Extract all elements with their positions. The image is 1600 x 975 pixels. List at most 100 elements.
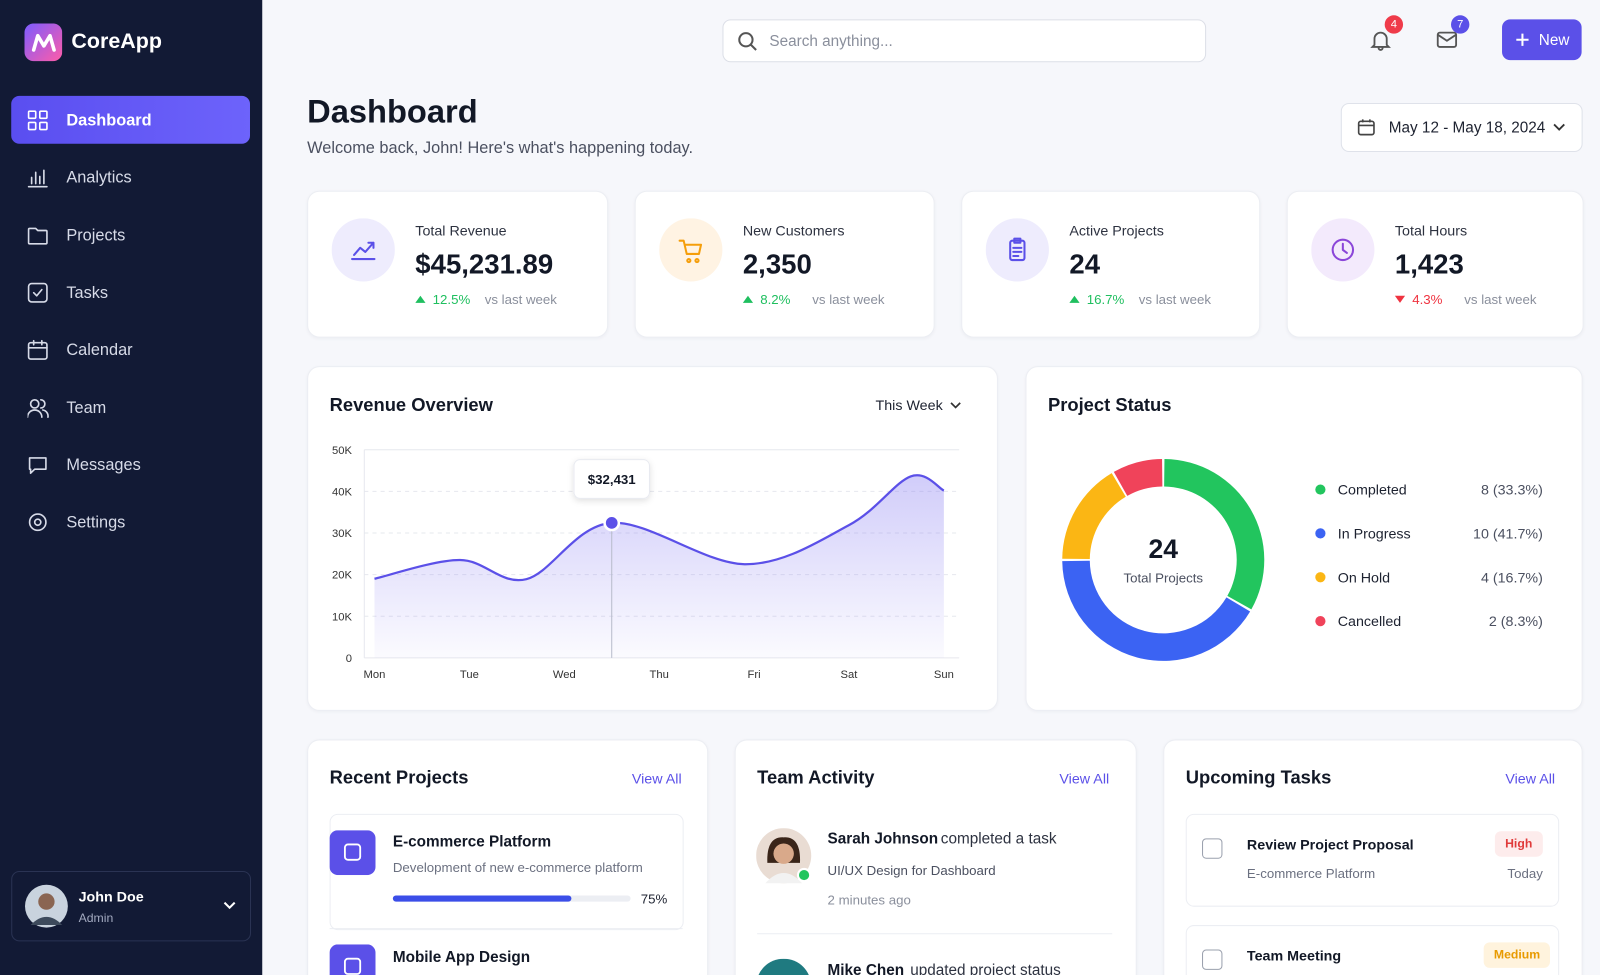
stat-change: 16.7% — [1086, 291, 1125, 307]
date-picker[interactable]: May 12 - May 18, 2024 — [1340, 103, 1583, 152]
y-tick-label: 50K — [332, 445, 352, 457]
message-badge: 7 — [1451, 15, 1470, 34]
stat-value: 1,423 — [1394, 248, 1464, 280]
legend-label: On Hold — [1338, 570, 1390, 586]
nav-item[interactable]: Analytics — [11, 153, 250, 201]
x-tick-label: Sat — [841, 669, 859, 681]
view-all-link[interactable]: View All — [631, 770, 682, 787]
nav-icon — [27, 227, 48, 245]
nav-label: Analytics — [66, 169, 132, 187]
legend-value: 8 (33.3%) — [1481, 483, 1543, 499]
nav-item[interactable]: Dashboard — [11, 95, 250, 144]
nav-item[interactable]: Projects — [11, 211, 250, 259]
legend-value: 2 (8.3%) — [1489, 614, 1543, 630]
avatar — [24, 884, 68, 928]
stat-card: Total Revenue $45,231.89 12.5% vs last week — [307, 190, 609, 338]
nav-item[interactable]: Tasks — [11, 268, 250, 316]
nav-icon — [28, 513, 47, 532]
project-box — [329, 813, 684, 931]
chart-title: Revenue Overview — [329, 394, 493, 416]
nav-icon — [28, 456, 47, 474]
activity-action: completed a task — [940, 830, 1057, 848]
nav-label: Messages — [66, 456, 141, 475]
tooltip — [573, 459, 650, 499]
chevron — [1553, 123, 1565, 131]
stat-label: Total Hours — [1394, 222, 1468, 239]
task-checkbox[interactable] — [1202, 838, 1223, 859]
area — [374, 475, 944, 658]
trend-arrow — [415, 295, 426, 303]
user-name: John Doe — [78, 888, 144, 905]
stat-note: vs last week — [1464, 291, 1537, 307]
chevron — [223, 901, 236, 910]
trend-arrow — [1394, 295, 1406, 303]
stat-icon — [985, 218, 1049, 282]
search-placeholder: Search anything... — [769, 32, 893, 50]
mail-icon[interactable] — [1436, 30, 1458, 50]
new-button[interactable]: New — [1502, 19, 1582, 61]
card-title: Recent Projects — [329, 766, 469, 788]
task-title: Review Project Proposal — [1246, 836, 1414, 853]
divider — [329, 928, 683, 930]
legend-value: 4 (16.7%) — [1481, 570, 1543, 586]
stat-value: 2,350 — [742, 248, 812, 280]
activity-name: Mike Chen — [827, 961, 905, 975]
y-tick-label: 40K — [332, 486, 352, 498]
page-subtitle: Welcome back, John! Here's what's happen… — [307, 139, 694, 158]
legend-dot — [1315, 572, 1326, 583]
project-icon — [329, 944, 376, 975]
stat-value: 24 — [1069, 248, 1101, 280]
legend-label: In Progress — [1338, 527, 1411, 543]
x-tick-label: Thu — [650, 669, 669, 681]
task-checkbox[interactable] — [1202, 949, 1223, 970]
progress-label: 75% — [640, 891, 668, 907]
donut-segment — [1164, 458, 1265, 610]
project-name: E-commerce Platform — [392, 833, 552, 851]
nav-label: Projects — [66, 227, 126, 245]
avatar — [758, 958, 809, 975]
tooltip-label: $32,431 — [588, 472, 636, 487]
activity-time: 2 minutes ago — [827, 892, 911, 908]
nav-item[interactable]: Team — [11, 383, 250, 431]
y-tick-label: 10K — [332, 611, 352, 623]
chevron — [950, 402, 961, 409]
priority-badge: Medium — [1483, 942, 1551, 968]
task-box — [1185, 925, 1560, 975]
nav-icon — [27, 340, 48, 361]
nav-item[interactable]: Settings — [11, 498, 250, 546]
view-all-link[interactable]: View All — [1059, 770, 1110, 787]
x-tick-label: Wed — [553, 669, 576, 681]
bell-icon[interactable] — [1369, 29, 1391, 51]
task-due: Today — [1507, 865, 1543, 882]
view-all-link[interactable]: View All — [1505, 770, 1556, 787]
card-title: Upcoming Tasks — [1185, 766, 1332, 788]
search-box[interactable]: Search anything... — [722, 19, 1207, 63]
task-title: Team Meeting — [1246, 947, 1342, 964]
activity-name: Sarah Johnson — [827, 830, 939, 848]
stat-icon — [659, 218, 723, 282]
nav-item[interactable]: Messages — [11, 440, 250, 488]
user-card[interactable]: John Doe Admin — [11, 870, 252, 942]
chart-title: Project Status — [1047, 394, 1172, 416]
notification-badge: 4 — [1384, 15, 1404, 34]
donut-center-value: 24 — [1149, 534, 1179, 564]
trend-arrow — [742, 295, 754, 303]
period-select[interactable]: This Week — [875, 396, 943, 414]
sidebar: CoreApp Dashboard Analytics Projects Tasks C… — [0, 0, 263, 975]
divider — [757, 933, 1113, 935]
y-tick-label: 30K — [332, 528, 352, 540]
brand: CoreApp — [71, 29, 162, 54]
line — [374, 474, 945, 582]
y-tick-label: 0 — [346, 653, 352, 665]
search-icon — [738, 32, 757, 51]
nav-item[interactable]: Calendar — [11, 326, 250, 374]
x-tick-label: Fri — [748, 669, 761, 681]
plus-icon — [1516, 33, 1529, 46]
x-tick-label: Sun — [934, 669, 954, 681]
priority-badge: High — [1494, 831, 1543, 857]
stat-change: 8.2% — [760, 291, 791, 307]
stat-value: $45,231.89 — [415, 248, 554, 280]
activity-action: updated project status — [910, 961, 1061, 975]
